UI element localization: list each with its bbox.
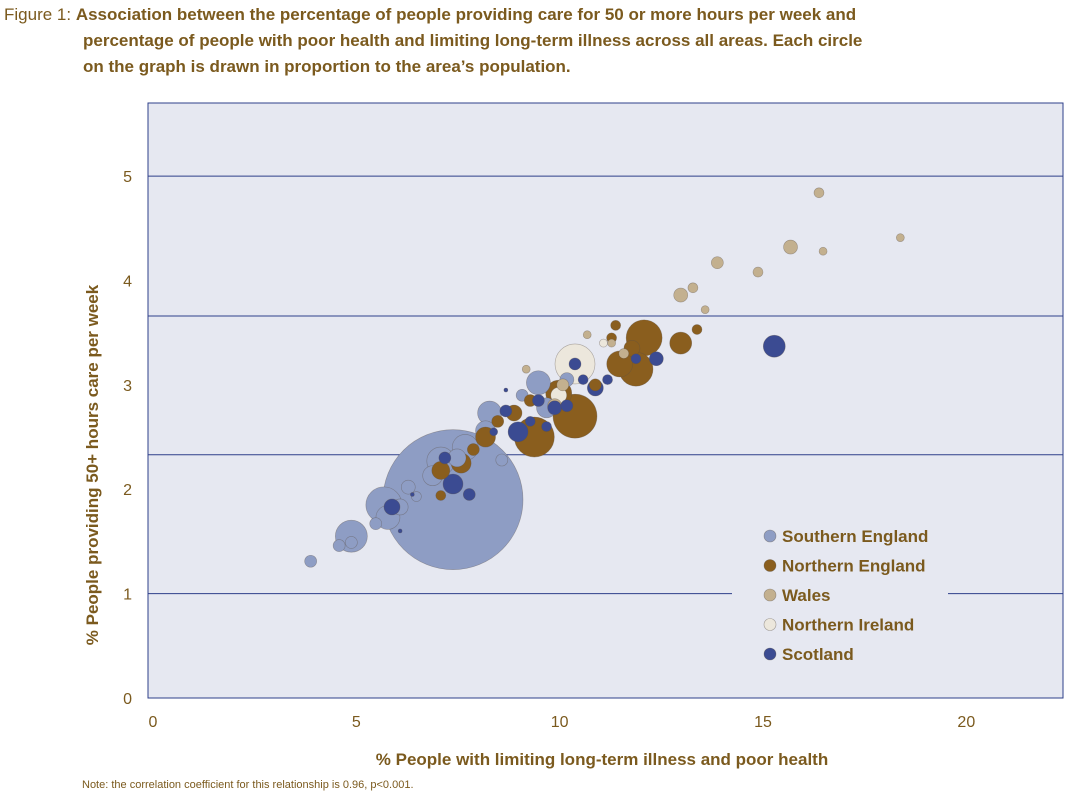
y-tick-labels: 0 1 2 3 4 5	[123, 169, 132, 708]
bubble-wales	[618, 348, 630, 359]
bubble-scotland	[489, 427, 498, 437]
x-axis-label: % People with limiting long-term illness…	[376, 750, 828, 769]
bubble-wales	[818, 246, 828, 256]
bubble-wales	[813, 187, 825, 199]
x-tick-label: 20	[957, 714, 975, 731]
bubble-scotland	[442, 473, 464, 495]
x-tick-labels: 0 5 10 15 20	[149, 714, 976, 731]
caption-line-1: Association between the percentage of pe…	[75, 5, 857, 24]
bubble-wales	[687, 282, 699, 294]
y-tick-label: 4	[123, 273, 132, 290]
figure-label: Figure 1:	[4, 5, 72, 24]
bubbles	[304, 187, 905, 570]
bubble-northern-england	[491, 415, 505, 428]
bubble-scotland	[397, 528, 403, 534]
bubble-wales	[582, 330, 592, 340]
bubble-scotland	[462, 488, 476, 501]
bubble-northern-ireland	[599, 338, 608, 348]
x-tick-label: 0	[149, 714, 158, 731]
legend-label: Northern Ireland	[782, 616, 914, 635]
bubble-scotland	[438, 451, 452, 465]
bubble-scotland	[560, 399, 574, 413]
bubble-wales	[783, 239, 798, 255]
y-tick-label: 1	[123, 587, 132, 604]
bubble-northern-england	[691, 324, 703, 335]
bubble-scotland	[762, 334, 786, 358]
legend-label: Northern England	[782, 557, 926, 576]
bubble-wales	[607, 338, 616, 348]
bubble-wales	[673, 287, 689, 303]
bubble-wales	[556, 378, 570, 392]
y-tick-label: 0	[123, 691, 132, 708]
bubble-scotland	[507, 421, 529, 443]
y-tick-label: 5	[123, 169, 132, 186]
figure-caption: Figure 1: Association between the percen…	[4, 2, 1070, 80]
caption-line-3: on the graph is drawn in proportion to t…	[83, 57, 571, 76]
bubble-scotland	[499, 404, 513, 418]
bubble-scotland	[541, 421, 552, 432]
bubble-southern-england	[332, 539, 346, 552]
legend-marker	[763, 618, 777, 631]
bubble-scotland	[503, 387, 509, 393]
legend-marker	[763, 647, 777, 661]
legend-label: Wales	[782, 586, 831, 605]
bubble-northern-england	[669, 331, 693, 355]
legend-label: Southern England	[782, 527, 928, 546]
caption-row-1: Figure 1: Association between the percen…	[4, 2, 1070, 28]
bubble-southern-england	[369, 517, 383, 530]
y-tick-label: 3	[123, 378, 132, 395]
bubble-wales	[521, 364, 531, 374]
bubble-scotland	[577, 374, 589, 385]
bubble-northern-england	[431, 461, 451, 480]
bubble-southern-england	[304, 554, 317, 568]
legend-label: Scotland	[782, 645, 854, 664]
caption-line-2: percentage of people with poor health an…	[83, 31, 863, 50]
footnote: Note: the correlation coefficient for th…	[82, 779, 414, 791]
y-tick-label: 2	[123, 482, 132, 499]
bubble-scotland	[383, 498, 401, 516]
x-tick-label: 10	[551, 714, 569, 731]
bubble-scotland	[630, 353, 642, 365]
bubble-scotland	[524, 416, 536, 427]
bubble-wales	[752, 266, 764, 278]
bubble-scotland	[532, 394, 545, 407]
bubble-scotland	[410, 492, 415, 497]
bubble-northern-england	[610, 320, 621, 331]
bubble-wales	[700, 305, 710, 314]
bubble-scotland	[568, 357, 582, 371]
bubble-scotland	[602, 374, 613, 385]
bubble-southern-england	[345, 536, 358, 549]
bubble-southern-england	[495, 453, 509, 467]
bubble-scotland	[547, 400, 562, 416]
x-tick-label: 15	[754, 714, 772, 731]
bubble-scotland	[649, 351, 664, 367]
legend-marker	[763, 529, 777, 543]
bubble-northern-england	[467, 443, 480, 456]
legend-marker	[763, 559, 777, 572]
bubble-southern-england	[400, 479, 416, 495]
bubble-southern-england	[526, 370, 551, 396]
x-tick-label: 5	[352, 714, 361, 731]
legend-marker	[763, 588, 777, 602]
bubble-wales	[896, 233, 905, 242]
y-axis-label: % People providing 50+ hours care per we…	[83, 284, 102, 645]
bubble-northern-england	[589, 378, 602, 392]
bubble-wales	[711, 256, 724, 270]
bubble-northern-england	[435, 490, 447, 501]
legend: Southern England Northern England Wales Nor…	[732, 520, 948, 670]
